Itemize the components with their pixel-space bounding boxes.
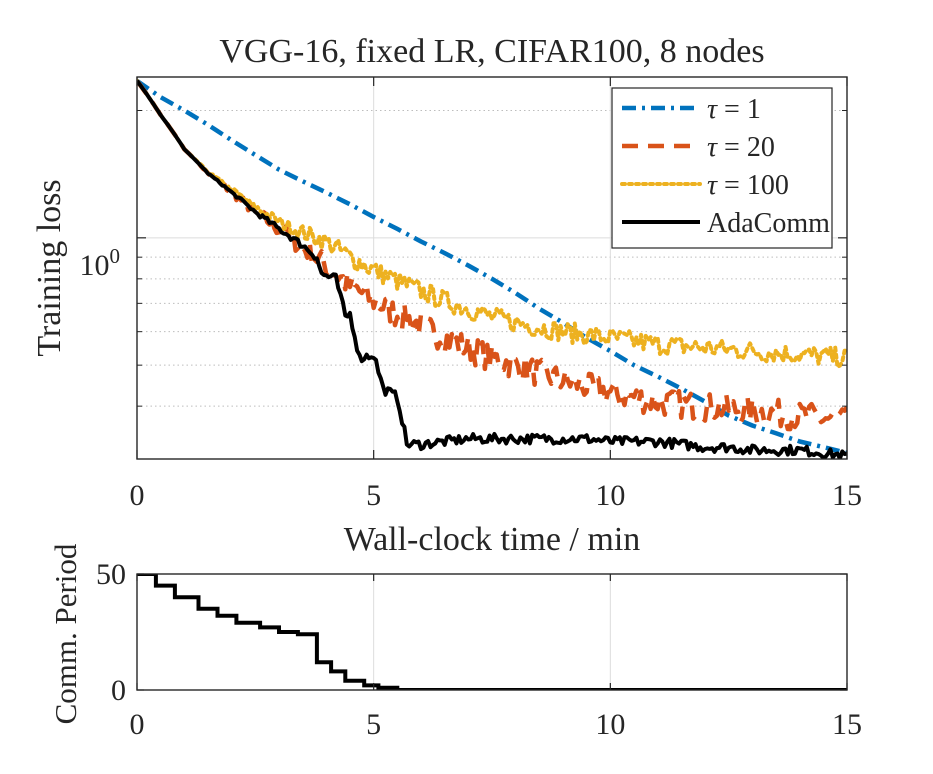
bottom-series-group bbox=[137, 574, 847, 690]
legend-text-rest: AdaComm bbox=[707, 208, 830, 239]
legend-symbol: τ bbox=[707, 94, 718, 125]
bottom-x-tick-label: 5 bbox=[366, 708, 381, 741]
legend-text-rest: = 20 bbox=[717, 132, 775, 163]
bottom-series-line-0 bbox=[137, 574, 847, 690]
y-tick-base: 10 bbox=[80, 249, 110, 282]
top-x-tick-label: 10 bbox=[595, 479, 625, 512]
top-x-tick-labels: 0 5 10 15 bbox=[130, 479, 863, 512]
legend-symbol: τ bbox=[707, 170, 718, 201]
legend-label-3: AdaComm bbox=[707, 208, 830, 239]
top-x-tick-label: 5 bbox=[366, 479, 381, 512]
top-x-tick-label: 15 bbox=[832, 479, 862, 512]
series-line-3 bbox=[137, 79, 847, 459]
legend-text-rest: = 1 bbox=[717, 94, 761, 125]
legend-label-2: τ = 100 bbox=[707, 170, 789, 201]
legend-label-0: τ = 1 bbox=[707, 94, 761, 125]
bottom-x-tick-label: 15 bbox=[832, 708, 862, 741]
bottom-x-tick-label: 0 bbox=[130, 708, 145, 741]
chart-title: VGG-16, fixed LR, CIFAR100, 8 nodes bbox=[219, 33, 764, 70]
bottom-y-tick-label: 50 bbox=[96, 558, 126, 591]
y-tick-label-10-pow-0: 100 bbox=[80, 244, 121, 282]
bottom-y-tick-label: 0 bbox=[111, 674, 126, 707]
bottom-x-tick-labels: 0 5 10 15 bbox=[130, 708, 863, 741]
bottom-plot-background bbox=[137, 574, 847, 690]
legend-label-1: τ = 20 bbox=[707, 132, 775, 163]
legend-text-rest: = 100 bbox=[717, 170, 789, 201]
top-plot-frame bbox=[136, 76, 848, 460]
top-x-axis-label: Wall-clock time / min bbox=[344, 521, 641, 558]
series-line-0 bbox=[137, 79, 847, 456]
y-tick-exponent: 0 bbox=[110, 244, 121, 268]
top-series-group bbox=[137, 78, 847, 459]
bottom-tick-marks bbox=[136, 573, 848, 691]
top-y-axis-label: Training loss bbox=[31, 179, 68, 356]
bottom-y-tick-labels: 0 50 bbox=[96, 558, 126, 707]
top-x-tick-label: 0 bbox=[130, 479, 145, 512]
bottom-plot-frame bbox=[136, 573, 848, 691]
bottom-x-tick-label: 10 bbox=[595, 708, 625, 741]
top-tick-marks bbox=[136, 77, 848, 460]
legend-symbol: τ bbox=[707, 132, 718, 163]
bottom-y-axis-label: Comm. Period bbox=[48, 543, 83, 724]
